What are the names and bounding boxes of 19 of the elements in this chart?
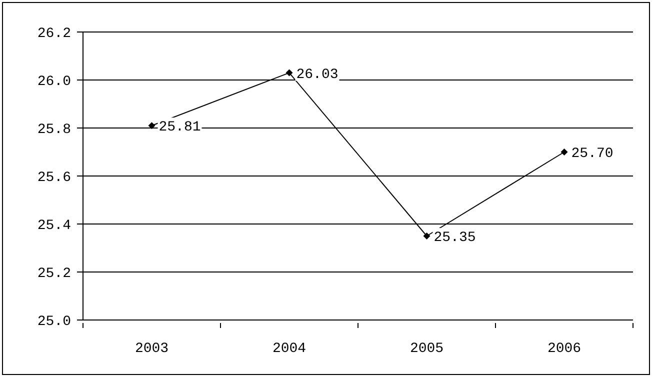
data-label: 25.70 (571, 146, 614, 162)
y-tick-label: 25.6 (37, 170, 71, 186)
data-label: 25.35 (434, 230, 476, 246)
y-tick-label: 26.0 (37, 74, 71, 90)
point (148, 122, 156, 130)
point (423, 232, 430, 240)
x-tick-label: 2006 (547, 341, 582, 357)
y-tick-label: 25.0 (37, 314, 71, 330)
y-tick-label: 25.8 (37, 122, 71, 138)
y-tick-label: 25.4 (37, 218, 71, 234)
y-tick-label: 26.2 (37, 26, 71, 42)
point (286, 69, 293, 76)
point (560, 148, 568, 156)
y-tick-label: 25.2 (37, 266, 71, 282)
x-tick-label: 2005 (410, 341, 444, 357)
x-tick-label: 2003 (134, 341, 169, 357)
data-label: 26.03 (296, 66, 338, 83)
data-label: 25.81 (158, 120, 201, 136)
x-tick-label: 2004 (272, 341, 306, 357)
